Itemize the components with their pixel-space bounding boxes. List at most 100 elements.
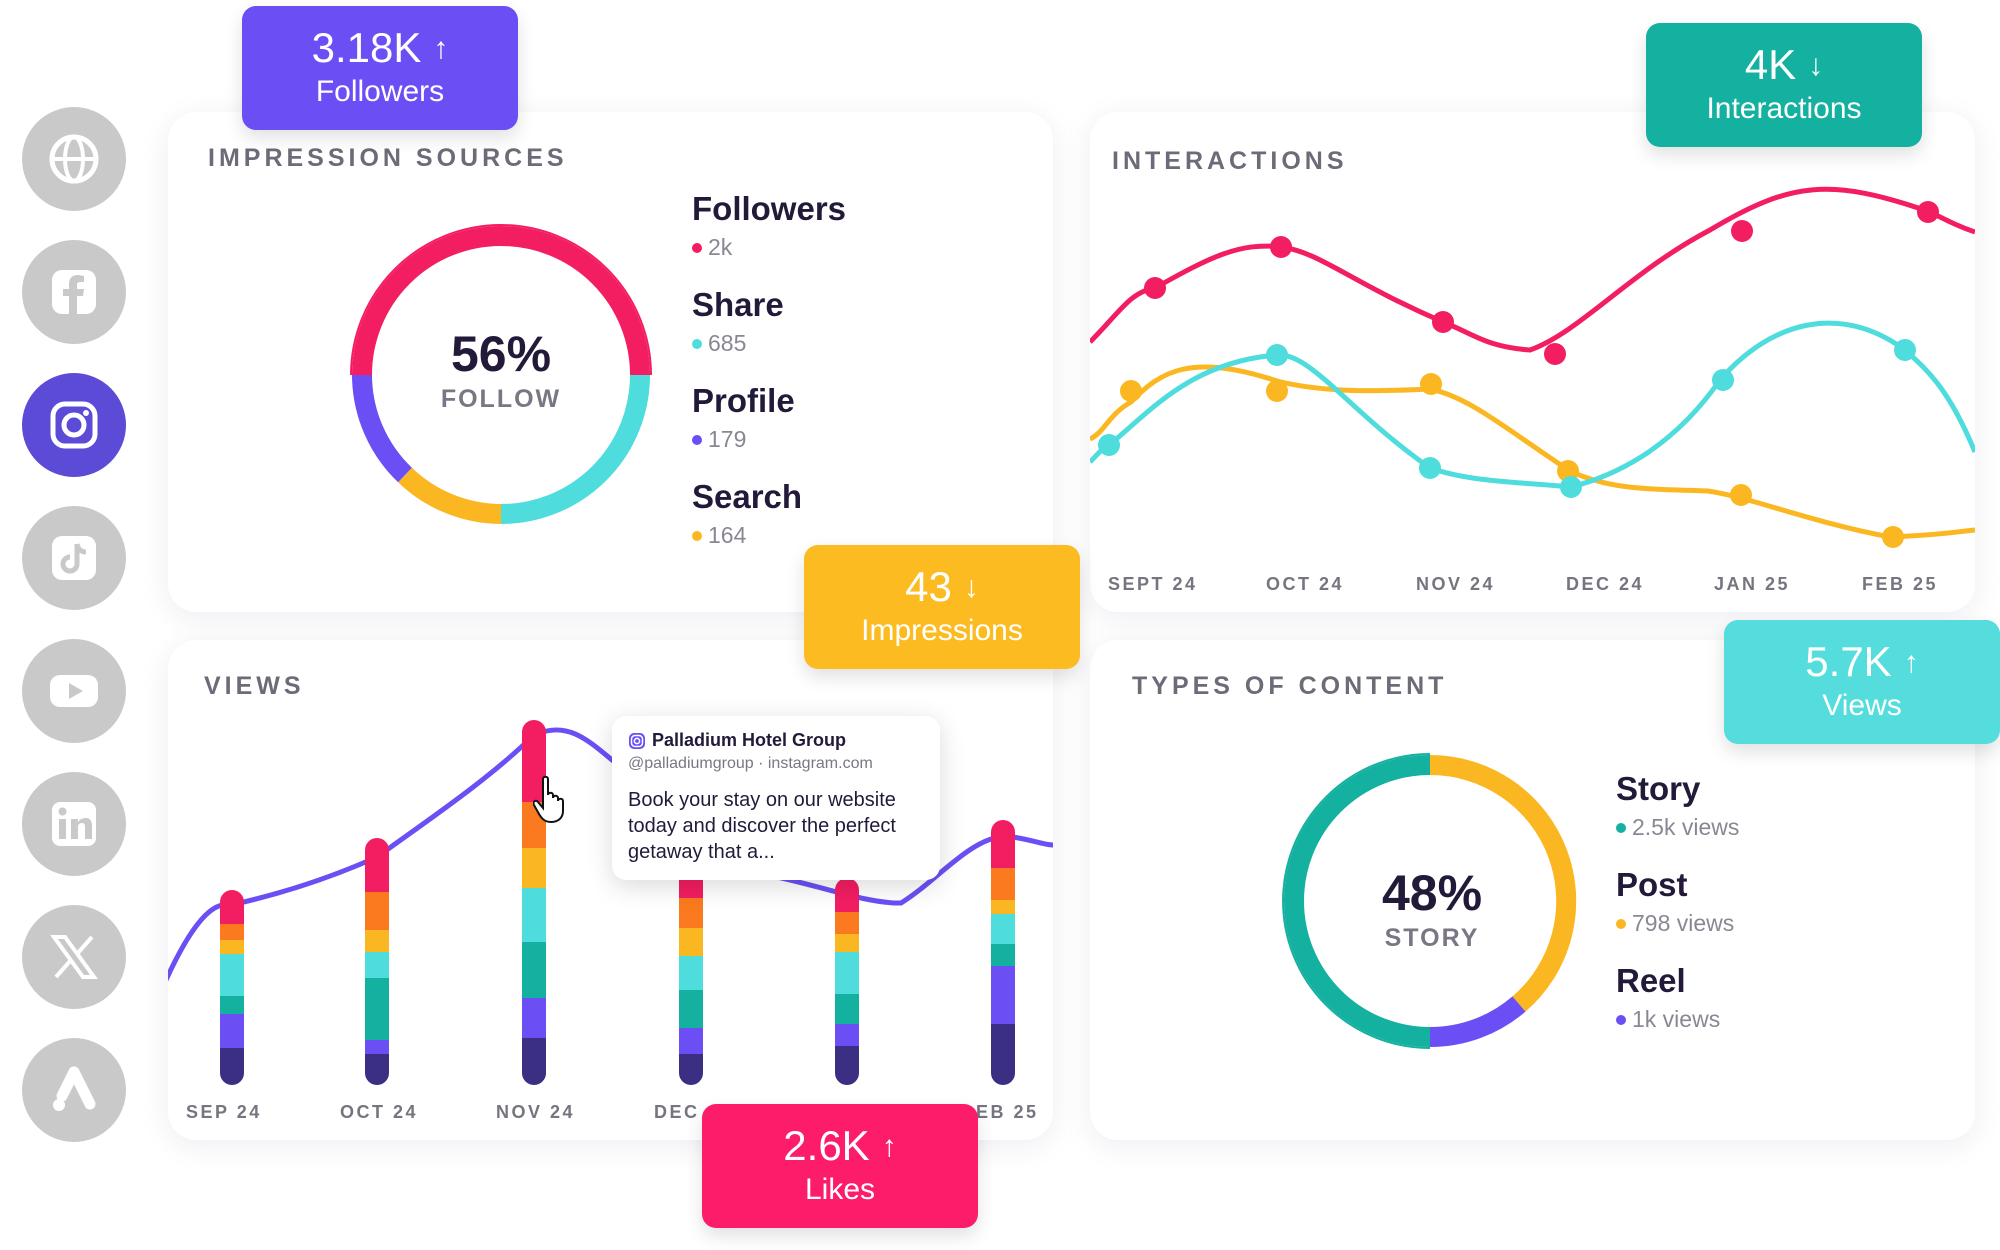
youtube-icon (50, 675, 98, 707)
views-bar-dec (679, 876, 703, 1085)
center-caption: STORY (1384, 924, 1480, 952)
legend-dot (692, 530, 702, 541)
donut-segment-reel (1429, 996, 1526, 1048)
legend-dot (1616, 918, 1626, 929)
views-chart (168, 720, 1053, 1085)
interactions-card: INTERACTIONS SEPT 24 OCT 24 NOV 24 DEC 2… (1090, 112, 1975, 612)
donut-segment-share (500, 374, 650, 524)
x-axis-label: OCT 24 (1266, 574, 1345, 594)
views-bar-feb (991, 820, 1015, 1085)
badge-label: Impressions (861, 613, 1023, 647)
series-points-pink (1144, 201, 1939, 365)
legend-search: Search 164 (692, 478, 802, 549)
center-percentage: 48% (1381, 865, 1483, 921)
social-button-google-ads[interactable] (22, 1038, 126, 1142)
x-axis-label: NOV 24 (1416, 574, 1496, 594)
series-points-teal (1098, 339, 1916, 498)
tiktok-icon (52, 536, 96, 580)
legend-followers: Followers 2k (692, 190, 846, 261)
social-button-facebook[interactable] (22, 240, 126, 344)
donut-segment-story (1284, 755, 1431, 1047)
x-axis-label: EB 25 (976, 1102, 1039, 1122)
x-axis-label: NOV 24 (496, 1102, 576, 1122)
social-button-x[interactable] (22, 905, 126, 1009)
legend-dot (692, 242, 702, 253)
series-line-yellow (1090, 364, 1975, 540)
impression-sources-donut (350, 224, 652, 524)
legend-value: 179 (708, 426, 747, 452)
globe-icon (49, 134, 99, 184)
instagram-icon (50, 401, 98, 449)
views-bar-nov (522, 720, 546, 1085)
series-line-teal (1090, 320, 1975, 490)
followers-badge: 3.18K ↑ Followers (242, 6, 518, 130)
center-percentage: 56% (450, 326, 552, 382)
views-bar-jan (835, 878, 859, 1085)
views-bar-oct (365, 838, 389, 1085)
x-axis-label: SEPT 24 (1108, 574, 1198, 594)
views-card: VIEWS (168, 640, 1053, 1140)
badge-value: 2.6K (783, 1122, 870, 1170)
legend-value: 685 (708, 330, 747, 356)
arrow-up-icon: ↑ (1903, 646, 1919, 679)
instagram-icon (629, 732, 645, 749)
legend-story: Story 2.5k views (1616, 770, 1739, 841)
legend-name: Profile (692, 382, 795, 419)
arrow-up-icon: ↑ (433, 32, 449, 65)
x-axis-label: OCT 24 (340, 1102, 419, 1122)
likes-badge: 2.6K ↑ Likes (702, 1104, 978, 1228)
impressions-badge: 43 ↓ Impressions (804, 545, 1080, 669)
badge-value: 43 (905, 563, 952, 611)
legend-post: Post 798 views (1616, 866, 1734, 937)
legend-name: Reel (1616, 962, 1686, 999)
legend-dot (1616, 822, 1626, 833)
google-ads-icon (53, 1066, 96, 1111)
arrow-up-icon: ↑ (881, 1130, 897, 1163)
interactions-badge: 4K ↓ Interactions (1646, 23, 1922, 147)
legend-profile: Profile 179 (692, 382, 795, 453)
center-caption: FOLLOW (440, 385, 562, 413)
series-points-yellow (1120, 373, 1904, 548)
legend-name: Search (692, 478, 803, 515)
legend-value: 2.5k views (1632, 814, 1740, 840)
badge-value: 3.18K (311, 24, 422, 72)
views-bar-sep (220, 890, 244, 1085)
social-button-instagram[interactable] (22, 373, 126, 477)
badge-value: 5.7K (1805, 638, 1892, 686)
legend-dot (692, 434, 702, 445)
badge-label: Views (1822, 688, 1902, 722)
tooltip-account: Palladium Hotel Group (652, 730, 847, 750)
x-axis-label: SEP 24 (186, 1102, 262, 1122)
legend-name: Story (1616, 770, 1701, 807)
social-button-globe[interactable] (22, 107, 126, 211)
post-tooltip[interactable]: Palladium Hotel Group @palladiumgroup · … (612, 716, 940, 880)
x-icon (50, 935, 98, 979)
legend-value: 1k views (1632, 1006, 1721, 1032)
legend-value: 164 (708, 522, 747, 548)
views-badge: 5.7K ↑ Views (1724, 620, 2000, 744)
content-center: 48% STORY (1332, 864, 1532, 953)
badge-label: Followers (315, 74, 445, 108)
legend-name: Post (1616, 866, 1688, 903)
social-button-youtube[interactable] (22, 639, 126, 743)
donut-segment-post (1429, 754, 1577, 1012)
linkedin-icon (52, 802, 96, 846)
card-title: INTERACTIONS (1112, 147, 1348, 175)
legend-dot (1616, 1014, 1626, 1025)
legend-value: 2k (708, 234, 733, 260)
badge-label: Interactions (1706, 91, 1862, 125)
donut-segment-search (398, 467, 502, 524)
x-axis-label: DEC (654, 1102, 700, 1122)
tooltip-handle: @palladiumgroup · instagram.com (628, 755, 873, 772)
interactions-line-chart (1090, 186, 1975, 548)
social-button-tiktok[interactable] (22, 506, 126, 610)
card-title: IMPRESSION SOURCES (208, 144, 568, 172)
donut-segment-followers (352, 226, 650, 376)
social-button-linkedin[interactable] (22, 772, 126, 876)
legend-value: 798 views (1632, 910, 1735, 936)
x-axis-label: DEC 24 (1566, 574, 1645, 594)
impression-sources-card: IMPRESSION SOURCES 56% FOLLOW Followers … (168, 112, 1053, 612)
donut-segment-profile (352, 374, 413, 483)
legend-dot (692, 338, 702, 349)
badge-value: 4K (1744, 41, 1797, 89)
